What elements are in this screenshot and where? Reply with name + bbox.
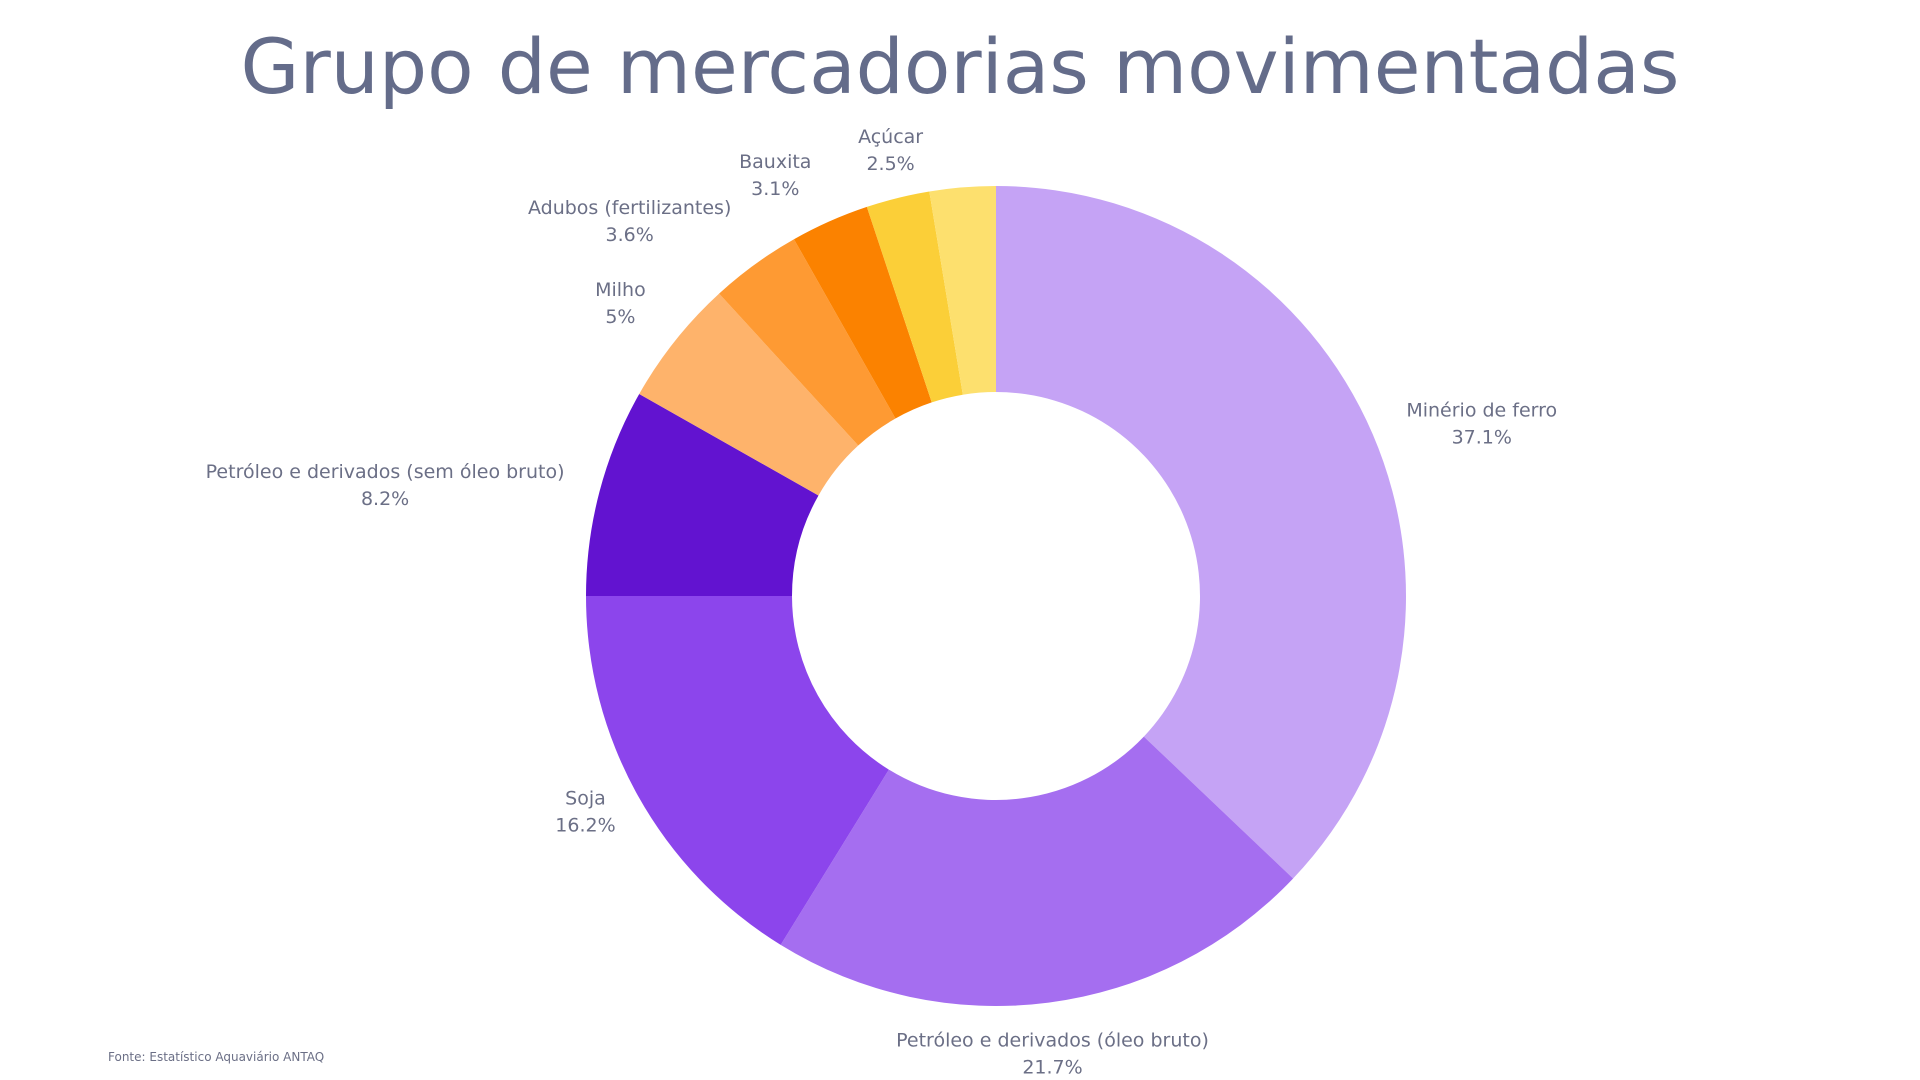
slice-label-8: Açúcar bbox=[858, 126, 923, 148]
slice-value-8: 2.5% bbox=[866, 153, 914, 175]
slice-9 bbox=[929, 186, 996, 395]
slice-label-5: Milho bbox=[595, 279, 646, 301]
slice-label-7: Bauxita bbox=[739, 151, 811, 173]
slice-1 bbox=[996, 186, 1407, 879]
slice-4 bbox=[586, 393, 819, 596]
slice-value-6: 3.6% bbox=[606, 224, 654, 246]
slice-value-3: 16.2% bbox=[555, 814, 615, 836]
slice-label-1: Minério de ferro bbox=[1406, 400, 1557, 422]
slice-8 bbox=[866, 191, 963, 403]
slice-value-1: 37.1% bbox=[1452, 427, 1512, 449]
slice-7 bbox=[793, 206, 932, 419]
chart-title: Grupo de mercadorias movimentadas bbox=[240, 22, 1680, 111]
slice-label-4: Petróleo e derivados (sem óleo bruto) bbox=[206, 461, 565, 483]
slice-label-3: Soja bbox=[565, 787, 606, 809]
slice-6 bbox=[719, 239, 896, 446]
donut-slices bbox=[586, 186, 1407, 1006]
slice-label-6: Adubos (fertilizantes) bbox=[528, 197, 731, 219]
slice-label-2: Petróleo e derivados (óleo bruto) bbox=[896, 1029, 1209, 1051]
source-note: Fonte: Estatístico Aquaviário ANTAQ bbox=[108, 1050, 325, 1064]
slice-value-2: 21.7% bbox=[1022, 1056, 1082, 1078]
slice-5 bbox=[639, 293, 859, 496]
donut-labels: Minério de ferro 37.1% Petróleo e derivado… bbox=[206, 126, 1558, 1079]
slice-value-5: 5% bbox=[605, 306, 635, 328]
slice-2 bbox=[780, 736, 1294, 1006]
slice-value-4: 8.2% bbox=[361, 488, 409, 510]
slice-3 bbox=[586, 596, 889, 945]
slice-value-7: 3.1% bbox=[751, 178, 799, 200]
